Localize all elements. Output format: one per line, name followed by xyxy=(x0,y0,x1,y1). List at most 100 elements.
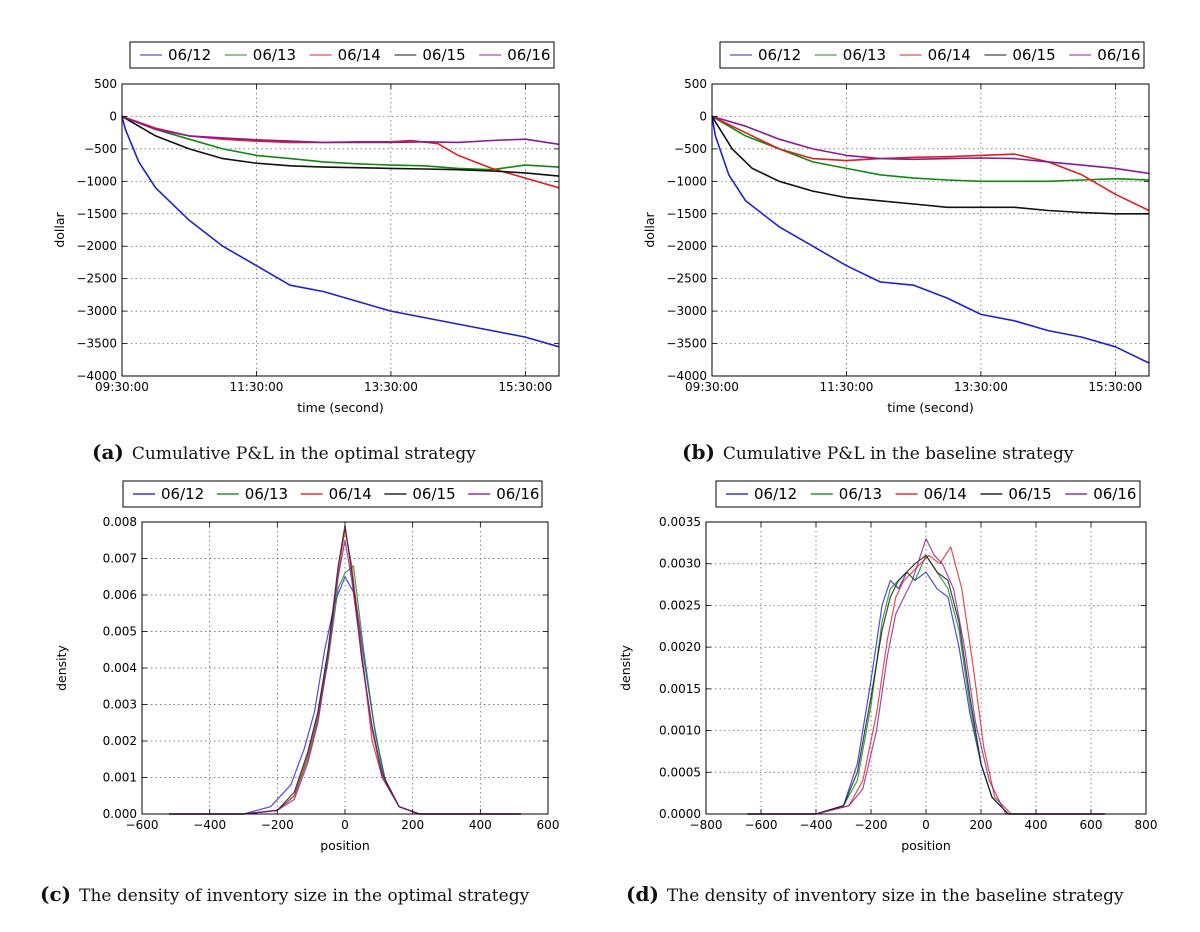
y-tick-label: −500 xyxy=(84,142,117,156)
x-tick-label: 800 xyxy=(1135,818,1158,832)
y-tick-label: 0.005 xyxy=(103,625,137,639)
legend-label-06/13: 06/13 xyxy=(253,46,296,64)
caption-d: (d) The density of inventory size in the … xyxy=(626,882,1124,906)
series-line-06/14 xyxy=(747,546,1105,815)
y-tick-label: −2000 xyxy=(76,239,117,253)
x-tick-label: 0 xyxy=(922,818,930,832)
legend-label-06/16: 06/16 xyxy=(496,485,539,503)
y-tick-label: −3500 xyxy=(76,337,117,351)
x-tick-label: −200 xyxy=(261,818,294,832)
x-tick-label: 09:30:00 xyxy=(95,380,149,394)
y-tick-label: −4000 xyxy=(666,369,707,383)
y-tick-label: 500 xyxy=(684,77,707,91)
series-line-06/16 xyxy=(747,538,1105,815)
y-tick-label: −1000 xyxy=(76,174,117,188)
x-axis-label: time (second) xyxy=(887,400,974,415)
x-tick-label: −600 xyxy=(126,818,159,832)
y-tick-label: 0.002 xyxy=(103,734,137,748)
series-line-06/12 xyxy=(711,116,1150,364)
y-tick-label: 0.007 xyxy=(103,552,137,566)
chart-c: −600 −400 −200 0 200 400 600 0.000 0.001 0.002 0.0… xyxy=(54,480,560,853)
y-tick-label: 0.000 xyxy=(103,807,137,821)
x-tick-label: 600 xyxy=(537,818,560,832)
y-axis-label: density xyxy=(54,644,69,690)
legend: 06/12 06/13 06/14 06/15 06/16 xyxy=(129,41,555,69)
y-tick-label: −1500 xyxy=(666,207,707,221)
plot-area xyxy=(122,84,559,376)
caption-a: (a) Cumulative P&L in the optimal strateg… xyxy=(92,440,476,464)
chart-b: 09:30:00 11:30:00 13:30:00 15:30:00 500 0 −500… xyxy=(642,41,1150,415)
y-tick-label: 0.0020 xyxy=(659,640,701,654)
legend-label-06/13: 06/13 xyxy=(839,485,882,503)
caption-c: (c) The density of inventory size in the … xyxy=(40,882,530,906)
y-tick-label: −2500 xyxy=(76,272,117,286)
legend-label-06/14: 06/14 xyxy=(924,485,967,503)
y-tick-label: 0.0005 xyxy=(659,765,701,779)
y-tick-label: 0 xyxy=(699,109,707,123)
y-tick-label: −3000 xyxy=(666,304,707,318)
y-tick-label: −3500 xyxy=(666,337,707,351)
series-line-06/15 xyxy=(711,115,1149,215)
legend-label-06/16: 06/16 xyxy=(507,46,550,64)
series-line-06/16 xyxy=(711,115,1150,175)
legend-label-06/12: 06/12 xyxy=(161,485,204,503)
x-tick-label: 400 xyxy=(469,818,492,832)
x-tick-label: 11:30:00 xyxy=(230,380,284,394)
x-tick-label: 0 xyxy=(341,818,349,832)
y-tick-label: 0.0000 xyxy=(659,807,701,821)
x-tick-label: 600 xyxy=(1080,818,1103,832)
legend-label-06/15: 06/15 xyxy=(422,46,465,64)
series-line-06/16 xyxy=(169,539,521,815)
y-tick-label: 0.0035 xyxy=(659,515,701,529)
legend-label-06/14: 06/14 xyxy=(338,46,381,64)
x-tick-label: 400 xyxy=(1025,818,1048,832)
legend-label-06/14: 06/14 xyxy=(928,46,971,64)
chart-d: −800 −600 −400 −200 0 200 400 600 800 0.0000 0.000… xyxy=(618,480,1158,853)
series-line-06/15 xyxy=(747,554,1105,815)
legend-label-06/15: 06/15 xyxy=(412,485,455,503)
legend: 06/12 06/13 06/14 06/15 06/16 xyxy=(715,480,1141,508)
legend-label-06/16: 06/16 xyxy=(1093,485,1136,503)
y-tick-label: 0.006 xyxy=(103,588,137,602)
y-tick-label: 0.0010 xyxy=(659,724,701,738)
y-tick-label: 0.003 xyxy=(103,698,137,712)
y-tick-label: −500 xyxy=(674,142,707,156)
x-tick-label: 200 xyxy=(970,818,993,832)
x-tick-label: −800 xyxy=(690,818,723,832)
y-tick-label: 0.004 xyxy=(103,661,137,675)
legend-label-06/12: 06/12 xyxy=(754,485,797,503)
y-axis-label: density xyxy=(618,644,633,690)
x-tick-label: 15:30:00 xyxy=(498,380,552,394)
legend-label-06/12: 06/12 xyxy=(168,46,211,64)
axes-frame xyxy=(121,83,560,377)
legend-label-06/16: 06/16 xyxy=(1097,46,1140,64)
x-tick-label: 13:30:00 xyxy=(954,380,1008,394)
series-line-06/14 xyxy=(711,115,1150,212)
y-tick-label: −1500 xyxy=(76,207,117,221)
y-tick-label: 0.001 xyxy=(103,771,137,785)
series-line-06/16 xyxy=(121,115,560,146)
y-tick-label: −1000 xyxy=(666,174,707,188)
legend-label-06/15: 06/15 xyxy=(1008,485,1051,503)
x-tick-label: 15:30:00 xyxy=(1088,380,1142,394)
y-tick-label: −4000 xyxy=(76,369,117,383)
legend-label-06/12: 06/12 xyxy=(758,46,801,64)
series-line-06/15 xyxy=(121,115,560,177)
y-tick-label: −2500 xyxy=(666,272,707,286)
legend: 06/12 06/13 06/14 06/15 06/16 xyxy=(719,41,1145,69)
x-tick-label: 200 xyxy=(401,818,424,832)
y-axis-label: dollar xyxy=(52,211,67,247)
y-tick-label: 0 xyxy=(109,109,117,123)
y-axis-label: dollar xyxy=(642,211,657,247)
x-tick-label: 09:30:00 xyxy=(685,380,739,394)
x-tick-label: 11:30:00 xyxy=(820,380,874,394)
x-axis-label: position xyxy=(901,838,951,853)
series-line-06/13 xyxy=(121,115,560,171)
x-axis-label: time (second) xyxy=(297,400,384,415)
y-tick-label: 0.0030 xyxy=(659,557,701,571)
x-tick-label: −400 xyxy=(800,818,833,832)
y-tick-label: 0.0025 xyxy=(659,598,701,612)
x-tick-label: −200 xyxy=(855,818,888,832)
plot-area xyxy=(712,84,1149,376)
